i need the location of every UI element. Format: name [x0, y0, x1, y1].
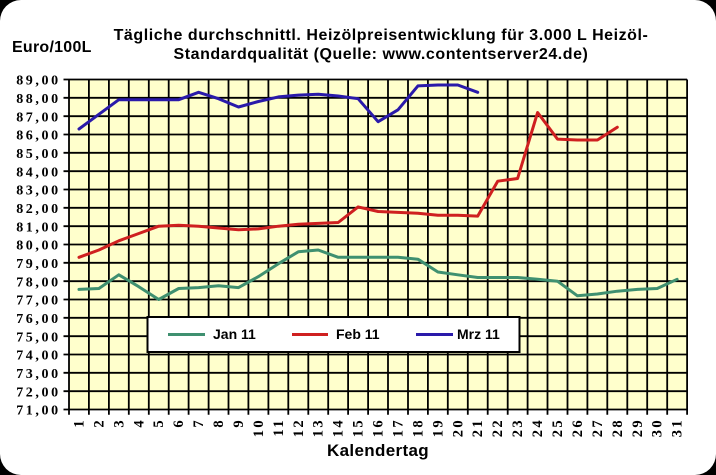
svg-text:86,00: 86,00 [16, 129, 61, 144]
svg-text:11: 11 [271, 418, 287, 436]
svg-text:28: 28 [610, 418, 626, 437]
svg-text:22: 22 [490, 418, 506, 437]
svg-text:85,00: 85,00 [16, 147, 61, 162]
svg-text:23: 23 [510, 418, 526, 437]
svg-text:5: 5 [151, 418, 167, 428]
svg-text:82,00: 82,00 [16, 202, 61, 217]
svg-text:72,00: 72,00 [16, 385, 61, 400]
svg-text:Jan 11: Jan 11 [213, 326, 256, 342]
svg-text:74,00: 74,00 [16, 349, 61, 364]
svg-text:26: 26 [570, 418, 586, 437]
svg-text:Mrz 11: Mrz 11 [457, 326, 500, 342]
svg-text:21: 21 [470, 418, 486, 437]
svg-text:16: 16 [371, 418, 387, 437]
svg-text:24: 24 [530, 418, 546, 437]
svg-text:14: 14 [331, 418, 347, 437]
svg-text:84,00: 84,00 [16, 165, 61, 180]
svg-text:Feb 11: Feb 11 [336, 326, 380, 342]
svg-text:87,00: 87,00 [16, 110, 61, 125]
svg-text:83,00: 83,00 [16, 184, 61, 199]
svg-text:30: 30 [650, 418, 666, 437]
svg-text:18: 18 [410, 418, 426, 437]
svg-text:10: 10 [251, 418, 267, 437]
svg-text:29: 29 [630, 418, 646, 437]
svg-text:88,00: 88,00 [16, 92, 61, 107]
svg-text:71,00: 71,00 [16, 404, 61, 419]
svg-text:89,00: 89,00 [16, 74, 61, 89]
svg-text:31: 31 [670, 418, 686, 437]
svg-text:73,00: 73,00 [16, 367, 61, 382]
svg-text:6: 6 [171, 418, 187, 428]
svg-text:76,00: 76,00 [16, 312, 61, 327]
svg-text:8: 8 [211, 418, 227, 428]
svg-text:75,00: 75,00 [16, 330, 61, 345]
svg-text:9: 9 [231, 418, 247, 428]
svg-text:20: 20 [450, 418, 466, 437]
svg-text:3: 3 [111, 418, 127, 428]
svg-text:25: 25 [550, 418, 566, 437]
svg-text:1: 1 [72, 418, 88, 428]
svg-text:80,00: 80,00 [16, 239, 61, 254]
svg-text:77,00: 77,00 [16, 294, 61, 309]
svg-text:19: 19 [430, 418, 446, 437]
svg-text:4: 4 [131, 418, 147, 428]
svg-text:78,00: 78,00 [16, 275, 61, 290]
svg-text:7: 7 [191, 418, 207, 428]
svg-text:27: 27 [590, 418, 606, 437]
svg-text:15: 15 [351, 418, 367, 437]
svg-text:81,00: 81,00 [16, 220, 61, 235]
svg-text:79,00: 79,00 [16, 257, 61, 272]
svg-text:17: 17 [391, 418, 407, 437]
svg-text:2: 2 [91, 418, 107, 428]
svg-text:12: 12 [291, 418, 307, 437]
svg-text:13: 13 [311, 418, 327, 437]
